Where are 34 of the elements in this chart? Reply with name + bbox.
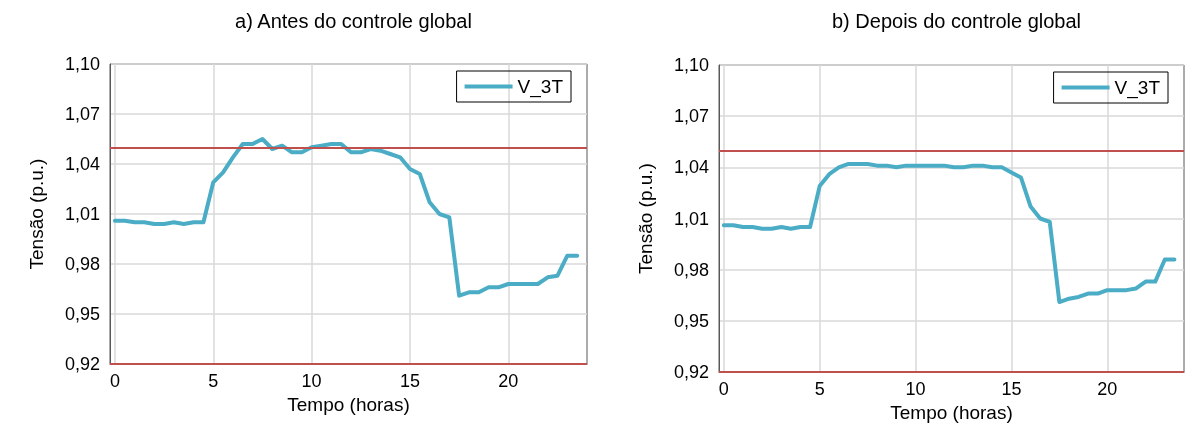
line-series xyxy=(112,137,580,298)
x-tick-label: 15 xyxy=(1001,379,1022,399)
y-tick-label: 0,98 xyxy=(673,259,709,280)
y-axis-title: Tensão (p.u.) xyxy=(635,163,656,274)
y-axis-title: Tensão (p.u.) xyxy=(26,158,47,270)
y-tick-label: 0,92 xyxy=(64,354,100,374)
y-tick-label: 1,07 xyxy=(673,106,709,127)
x-tick-label: 10 xyxy=(301,371,322,391)
y-tick-label: 1,10 xyxy=(64,54,100,74)
y-tick-label: 1,04 xyxy=(673,157,709,178)
x-axis-title: Tempo (horas) xyxy=(890,401,1013,423)
x-tick-label: 5 xyxy=(208,371,219,391)
chart-title: b) Depois do controle global xyxy=(831,10,1082,32)
x-tick-label: 20 xyxy=(498,371,519,391)
x-tick-label: 15 xyxy=(399,371,420,391)
x-axis-title: Tempo (horas) xyxy=(287,393,410,415)
legend-label: V_3T xyxy=(1114,77,1161,99)
x-tick-label: 5 xyxy=(814,379,825,399)
chart-title: a) Antes do controle global xyxy=(235,10,472,32)
x-tick-label: 0 xyxy=(109,371,120,391)
y-tick-label: 0,92 xyxy=(673,362,709,382)
y-tick-label: 0,95 xyxy=(64,304,100,324)
y-tick-label: 1,01 xyxy=(673,208,709,229)
x-tick-label: 10 xyxy=(905,379,926,399)
y-tick-label: 0,98 xyxy=(64,254,100,274)
line-series xyxy=(721,161,1177,305)
legend-label: V_3T xyxy=(517,76,564,98)
y-tick-label: 0,95 xyxy=(673,310,709,331)
y-tick-label: 1,01 xyxy=(64,204,100,224)
y-tick-label: 1,10 xyxy=(673,55,709,75)
x-tick-label: 0 xyxy=(718,379,729,399)
y-tick-label: 1,07 xyxy=(64,104,100,124)
y-tick-label: 1,04 xyxy=(64,154,100,174)
x-tick-label: 20 xyxy=(1097,379,1118,399)
